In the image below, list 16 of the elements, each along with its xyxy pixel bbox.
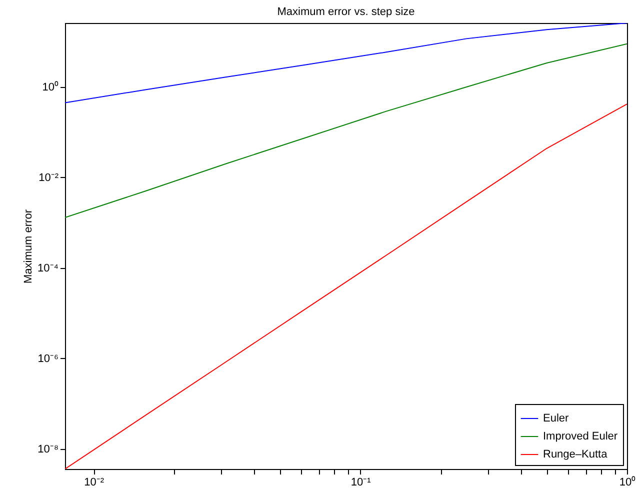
y-tick-label: 10⁻² <box>38 172 59 184</box>
x-tick-label: 10⁻² <box>84 476 104 488</box>
legend-label: Runge–Kutta <box>543 448 608 460</box>
y-tick-label: 10⁰ <box>42 80 58 94</box>
legend-label: Euler <box>543 412 570 424</box>
legend-label: Improved Euler <box>543 430 618 442</box>
line-series <box>65 43 627 218</box>
y-axis-title: Maximum error <box>22 209 35 284</box>
x-tick-label: 10⁻¹ <box>350 476 372 488</box>
line-series <box>65 23 627 104</box>
y-tick-label: 10⁻⁸ <box>38 443 58 456</box>
line-series <box>65 104 627 469</box>
chart-title: Maximum error vs. step size <box>277 6 415 18</box>
y-tick-label: 10⁻⁴ <box>38 262 59 274</box>
y-tick-label: 10⁻⁶ <box>38 352 58 365</box>
x-tick-label: 10⁰ <box>619 476 636 488</box>
